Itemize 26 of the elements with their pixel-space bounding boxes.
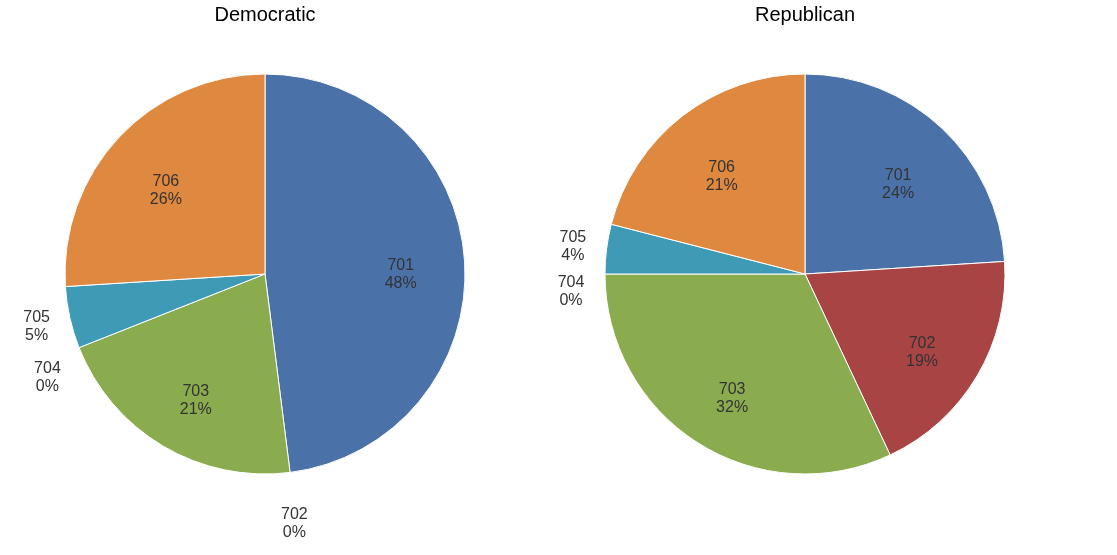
- slice-label: 706: [708, 157, 736, 175]
- data-label: 26%: [149, 189, 182, 207]
- chart-title: Republican: [754, 3, 856, 25]
- data-label: 32%: [716, 397, 749, 415]
- data-label: 21%: [179, 400, 212, 418]
- text: 0%: [559, 291, 583, 308]
- text: 0%: [282, 523, 306, 541]
- category-label: 704: [34, 359, 61, 377]
- data-label: 19%: [906, 352, 939, 370]
- data-label: 4%: [561, 245, 585, 263]
- slice-label: 706: [152, 171, 180, 189]
- slice-label: 705: [559, 227, 587, 245]
- slice-label: 701: [884, 165, 912, 183]
- text: 0%: [35, 377, 59, 395]
- data-label: 24%: [882, 183, 915, 201]
- slice-label: 701: [387, 256, 415, 274]
- slice-label: 703: [182, 382, 210, 400]
- category-label: 702: [280, 505, 308, 523]
- slice-label: 703: [718, 379, 746, 397]
- data-label: 5%: [25, 326, 49, 344]
- data-label: 48%: [384, 274, 417, 292]
- slice-label: 702: [908, 334, 936, 352]
- category-label: 704: [557, 273, 585, 290]
- chart-title: Democratic: [214, 3, 316, 25]
- data-label: 21%: [705, 175, 738, 193]
- slice-label: 705: [23, 308, 51, 326]
